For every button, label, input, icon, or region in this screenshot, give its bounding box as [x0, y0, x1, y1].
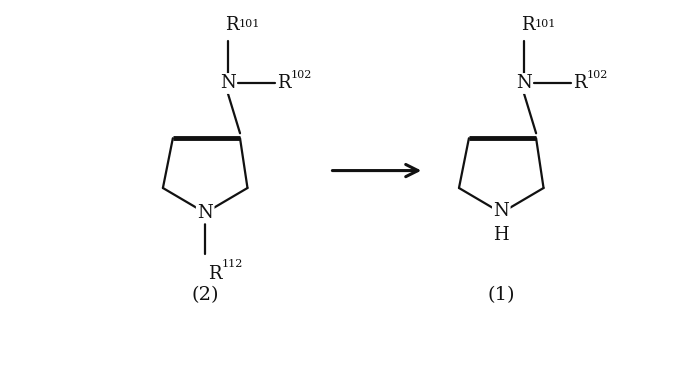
Text: N: N	[197, 204, 213, 222]
Text: R: R	[573, 75, 587, 92]
Text: 101: 101	[535, 19, 556, 29]
Text: (1): (1)	[487, 286, 515, 304]
Text: R: R	[208, 265, 221, 283]
Text: 101: 101	[238, 19, 260, 29]
Text: R: R	[225, 16, 238, 34]
Text: (2): (2)	[192, 286, 219, 304]
Text: H: H	[493, 226, 509, 244]
Text: N: N	[516, 75, 531, 92]
Text: R: R	[521, 16, 535, 34]
Text: 102: 102	[291, 69, 312, 79]
Text: 102: 102	[587, 69, 608, 79]
Text: R: R	[278, 75, 291, 92]
Text: N: N	[493, 202, 509, 220]
Text: 112: 112	[222, 259, 243, 269]
Text: N: N	[219, 75, 236, 92]
